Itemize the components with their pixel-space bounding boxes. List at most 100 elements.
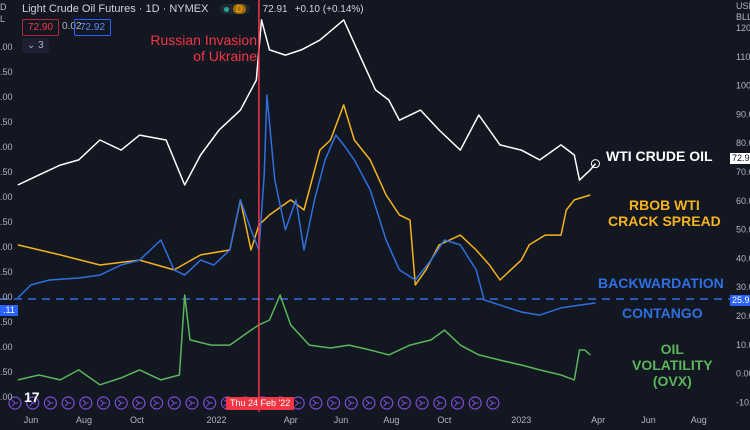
rollover-icon[interactable] [26,396,40,410]
left-axis-label: .50 [0,217,13,227]
rollover-circle [468,396,482,410]
rollover-icon[interactable] [344,396,358,410]
event-date-tag: Thu 24 Feb '22 [226,397,295,410]
arrow-icon [47,399,54,407]
chart-header: Light Crude Oil Futures · 1D · NYMEX D 7… [22,3,364,15]
arrow-icon [489,399,496,407]
left-axis-label: .50 [0,317,13,327]
rollover-circle [8,396,22,410]
rollover-circle [486,396,500,410]
crack-spread-label: RBOB WTI CRACK SPREAD [608,197,721,229]
arrow-icon [135,399,142,407]
y-tick-label: 80.00 [736,138,750,148]
backwardation-label: BACKWARDATION [598,275,724,291]
wti-price-tag: 72.91 [730,153,750,164]
left-axis-label: .50 [0,267,13,277]
currency-label[interactable]: USD [736,1,750,11]
rollover-icon[interactable] [380,396,394,410]
rollover-circle [167,396,181,410]
x-tick-label: 2023 [511,415,531,425]
event-label: Russian Invasion of Ukraine [150,32,257,64]
rollover-icon[interactable] [468,396,482,410]
left-axis-label: .00 [0,392,13,402]
arrow-icon [365,399,372,407]
rollover-icon[interactable] [415,396,429,410]
chevron-down-icon: ⌄ [27,40,36,51]
arrow-icon [170,399,178,407]
arrow-icon [383,399,390,407]
crack-series-line [17,104,591,286]
rollover-icon[interactable] [327,396,341,410]
x-tick-label: Jun [641,415,656,425]
wti-label: WTI CRUDE OIL [606,148,713,164]
arrow-icon [347,399,355,407]
arrow-icon [11,399,18,407]
rollover-icon[interactable] [486,396,500,410]
rollover-circle [114,396,128,410]
arrow-icon [117,399,125,407]
rollover-icon[interactable] [167,396,181,410]
y-tick-label: 20.00 [736,311,750,321]
rollover-icon[interactable] [450,396,465,410]
rollover-icon[interactable] [203,396,217,410]
left-top-label: D [0,2,7,12]
market-status-badge: D [219,4,250,14]
ask-price-button[interactable]: 72.92 [74,19,112,36]
y-tick-label: 30.00 [736,282,750,292]
crack-label-line1: RBOB WTI [629,197,700,213]
crack-label-line2: CRACK SPREAD [608,213,721,229]
indicators-toggle[interactable]: ⌄ 3 [22,38,49,53]
left-axis-label: .50 [0,67,13,77]
y-tick-label: 10.00 [736,340,750,350]
x-tick-label: Aug [76,415,92,425]
rollover-icon[interactable] [79,396,93,410]
wti-series-line [17,19,597,186]
left-axis-label: .00 [0,342,13,352]
arrow-icon [454,399,461,407]
contango-label: CONTANGO [622,305,703,321]
rollover-icon[interactable] [185,396,199,410]
rollover-icon[interactable] [8,396,22,410]
x-tick-label: Jun [334,415,349,425]
bid-price-button[interactable]: 72.90 [22,19,60,36]
unit-label[interactable]: BLL [736,12,750,22]
rollover-icon[interactable] [362,396,376,410]
blue-series-line [17,94,596,316]
rollover-icon[interactable] [61,396,75,410]
event-label-line2: of Ukraine [193,48,257,64]
x-tick-label: Jun [24,415,39,425]
rollover-icon[interactable] [309,396,323,410]
delay-badge: D [233,4,246,14]
arrow-icon [330,399,337,407]
rollover-icon[interactable] [433,396,447,410]
y-tick-label: 0.00 [736,369,750,379]
last-price: 72.91 [262,4,288,15]
rollover-circle [79,396,93,410]
rollover-circle [344,396,358,410]
symbol-title[interactable]: Light Crude Oil Futures · 1D · NYMEX [22,3,209,15]
x-tick-label: Apr [591,415,605,425]
y-tick-label: 50.00 [736,225,750,235]
indicators-count: 3 [38,40,44,51]
arrow-icon [29,399,36,407]
rollover-icon[interactable] [397,396,411,410]
left-axis-label: .00 [0,192,13,202]
left-axis-label: .50 [0,167,13,177]
rollover-icon[interactable] [150,396,164,410]
arrow-icon [64,399,72,407]
rollover-icon[interactable] [96,396,111,410]
y-tick-label: 90.00 [736,109,750,119]
rollover-icon[interactable] [114,396,128,410]
y-tick-label: 100.00 [736,81,750,91]
left-axis-label: .00 [0,42,13,52]
rollover-circle [415,396,429,410]
rollover-icon[interactable] [132,396,146,410]
rollover-circle [203,396,217,410]
rollover-icon[interactable] [43,396,58,410]
left-axis-label: .50 [0,367,13,377]
rollover-circle [26,396,40,410]
y-tick-label: 110.00 [736,52,750,62]
threshold-price-tag: 25.91 [730,295,750,306]
